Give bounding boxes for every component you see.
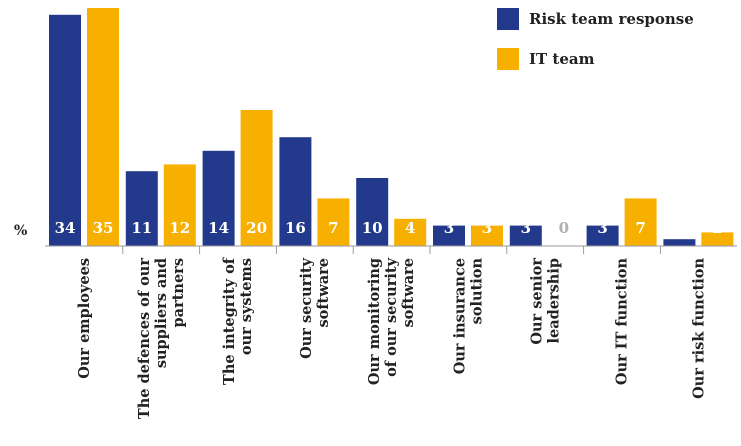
category-label-line: solution [469,258,486,325]
value-label: 3 [597,219,607,237]
category-label-line: The defences of our [136,258,153,419]
category-label-line: software [400,258,417,328]
bar-risk-team [125,171,158,246]
category-label: Our insurance solution [452,258,486,375]
legend: Risk team response IT team [497,8,694,70]
category-label-line: Our employees [76,258,93,379]
category-label-line: Our security [298,257,315,358]
bar-risk-team [586,225,619,246]
category-label: Our security software [298,257,332,358]
value-label: 3 [521,219,531,237]
bar-risk-team [433,225,465,246]
category-label: The defences of our suppliers and partners [136,258,187,419]
category-label-line: Our monitoring [366,258,383,385]
category-label-line: our systems [238,258,255,355]
bar-risk-team [356,178,389,246]
bar-it-team [394,218,427,246]
value-label: 12 [169,219,190,237]
category-labels-layer: Our employees The defences of our supplier… [76,256,707,419]
value-labels-layer: 34 35 11 12 14 20 16 7 10 4 3 3 3 0 3 7 1 2 [55,219,723,237]
category-label-line: The integrity of [221,256,238,385]
value-label: 35 [93,219,114,237]
value-label: 14 [208,219,229,237]
bar-it-team [624,198,657,246]
value-label: 7 [328,219,338,237]
category-label-line: partners [170,258,187,327]
category-label: Our senior leadership [528,258,562,345]
category-label: Our employees [76,258,93,379]
bar-risk-team [279,137,312,246]
value-label: 2 [712,219,722,237]
category-label-line: leadership [545,258,562,344]
value-label: 10 [362,219,383,237]
value-label: 3 [444,219,454,237]
category-label: Our monitoring of our security software [366,257,417,385]
category-label-line: Our insurance [452,258,469,374]
bar-it-team [87,8,119,246]
bar-risk-team [202,150,235,246]
bar-risk-team [663,239,696,246]
bar-it-team [163,164,196,246]
legend-label: Risk team response [529,10,694,28]
bar-it-team [471,225,503,246]
y-unit-label: % [14,223,27,239]
category-label-line: suppliers and [153,258,170,368]
legend-swatch [497,48,519,70]
value-label: 11 [131,219,152,237]
value-label: 16 [285,219,306,237]
bars-layer [49,8,734,246]
value-label: 7 [635,219,645,237]
category-label-line: of our security [383,257,400,376]
category-label-line: Our senior [528,258,545,345]
value-label: 3 [482,219,492,237]
value-label: 20 [246,219,267,237]
value-label: 0 [559,219,569,237]
legend-label: IT team [529,50,595,68]
category-label-line: software [315,258,332,328]
bar-risk-team [509,225,542,246]
category-label: Our risk function [690,258,707,399]
category-label: Our IT function [614,258,631,386]
bar-it-team [701,232,734,246]
category-label: The integrity of our systems [221,256,255,385]
bar-it-team [240,110,273,246]
bar-risk-team [49,14,81,246]
value-label: 1 [674,219,684,237]
category-label-line: Our risk function [690,258,707,399]
legend-swatch [497,8,519,30]
value-label: 4 [405,219,415,237]
value-label: 34 [55,219,76,237]
x-axis-ticks [122,246,661,254]
category-label-line: Our IT function [614,258,631,386]
bar-it-team [317,198,350,246]
